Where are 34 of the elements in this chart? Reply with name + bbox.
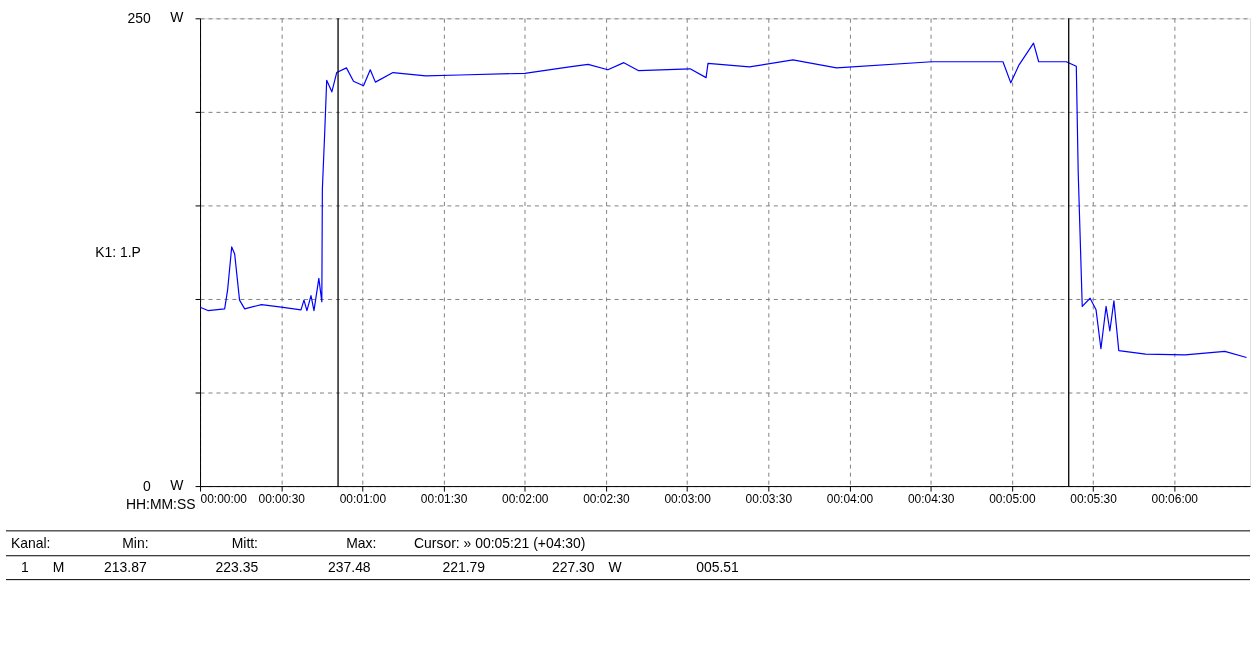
x-tick-label: 00:00:00: [200, 491, 248, 506]
text: 1: [20, 558, 29, 575]
text: Min:: [122, 534, 149, 551]
text: Mitt:: [231, 534, 258, 551]
x-tick-label: 00:01:00: [339, 491, 387, 506]
x-tick-label: 00:05:00: [989, 491, 1036, 506]
text: Kanal:: [10, 534, 51, 551]
x-tick-label: 00:03:00: [664, 491, 712, 506]
text: 227.30: [551, 558, 595, 575]
text: Max:: [346, 534, 377, 551]
y-tick-label: 250: [127, 9, 152, 26]
x-tick-label: 00:06:00: [1151, 491, 1199, 506]
text: 005.51: [696, 558, 740, 575]
text: W: [170, 9, 185, 26]
text: M: [52, 558, 65, 575]
y-tick-label: 0: [143, 477, 152, 494]
x-tick-label: 00:04:00: [826, 491, 874, 506]
x-tick-label: 00:04:30: [907, 491, 955, 506]
x-tick-label: 00:01:30: [420, 491, 468, 506]
text: W: [608, 558, 623, 575]
y-axis-title: K1: 1.P: [95, 243, 141, 260]
text: 237.48: [328, 558, 371, 575]
text: 213.87: [104, 558, 147, 575]
line-series: [200, 42, 1248, 359]
text: W: [170, 477, 185, 494]
text: 223.35: [215, 558, 259, 575]
x-tick-label: 00:05:30: [1070, 491, 1118, 506]
x-axis-title: HH:MM:SS: [125, 496, 196, 513]
text: 221.79: [442, 558, 486, 575]
x-tick-label: 00:02:30: [583, 491, 631, 506]
x-tick-label: 00:03:30: [745, 491, 793, 506]
x-tick-label: 00:02:00: [502, 491, 549, 506]
x-tick-label: 00:00:30: [258, 491, 306, 506]
text: Cursor: » 00:05:21 (+04:30): [414, 534, 586, 551]
